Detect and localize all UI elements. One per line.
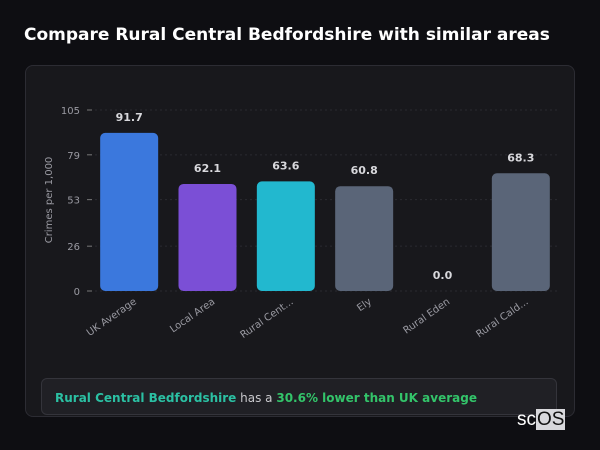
data-label: 60.8 bbox=[351, 164, 378, 177]
data-label: 68.3 bbox=[507, 151, 534, 164]
x-tick-label: UK Average bbox=[85, 296, 139, 338]
comparison-note: Rural Central Bedfordshire has a 30.6% l… bbox=[41, 378, 557, 415]
y-tick-label: 26 bbox=[67, 242, 80, 253]
scos-logo: scOS bbox=[517, 409, 566, 431]
x-tick-label: Local Area bbox=[168, 296, 217, 335]
logo-prefix: sc bbox=[517, 409, 536, 430]
bar bbox=[100, 132, 159, 291]
page-title: Compare Rural Central Bedfordshire with … bbox=[24, 25, 550, 45]
data-label: 0.0 bbox=[433, 269, 453, 282]
y-tick-label: 0 bbox=[74, 287, 80, 298]
x-tick-label: Ely bbox=[355, 296, 374, 314]
comparison-value: 30.6% lower than UK average bbox=[276, 391, 477, 405]
bar bbox=[178, 183, 237, 291]
area-name: Rural Central Bedfordshire bbox=[55, 391, 237, 405]
bar bbox=[256, 181, 315, 291]
x-tick-label: Rural Cent... bbox=[238, 296, 295, 341]
logo-suffix: OS bbox=[536, 409, 566, 430]
data-label: 63.6 bbox=[272, 159, 299, 172]
x-tick-label: Rural Eden bbox=[402, 296, 453, 336]
bar bbox=[491, 173, 550, 291]
y-axis-label: Crimes per 1,000 bbox=[44, 157, 55, 244]
note-text: has a bbox=[236, 391, 277, 405]
y-tick-label: 105 bbox=[61, 106, 80, 117]
bar bbox=[335, 186, 394, 291]
y-tick-label: 79 bbox=[67, 151, 80, 162]
y-tick-label: 53 bbox=[67, 196, 80, 207]
x-tick-label: Rural Cald... bbox=[474, 296, 530, 340]
data-label: 91.7 bbox=[116, 111, 143, 124]
data-label: 62.1 bbox=[194, 162, 221, 175]
